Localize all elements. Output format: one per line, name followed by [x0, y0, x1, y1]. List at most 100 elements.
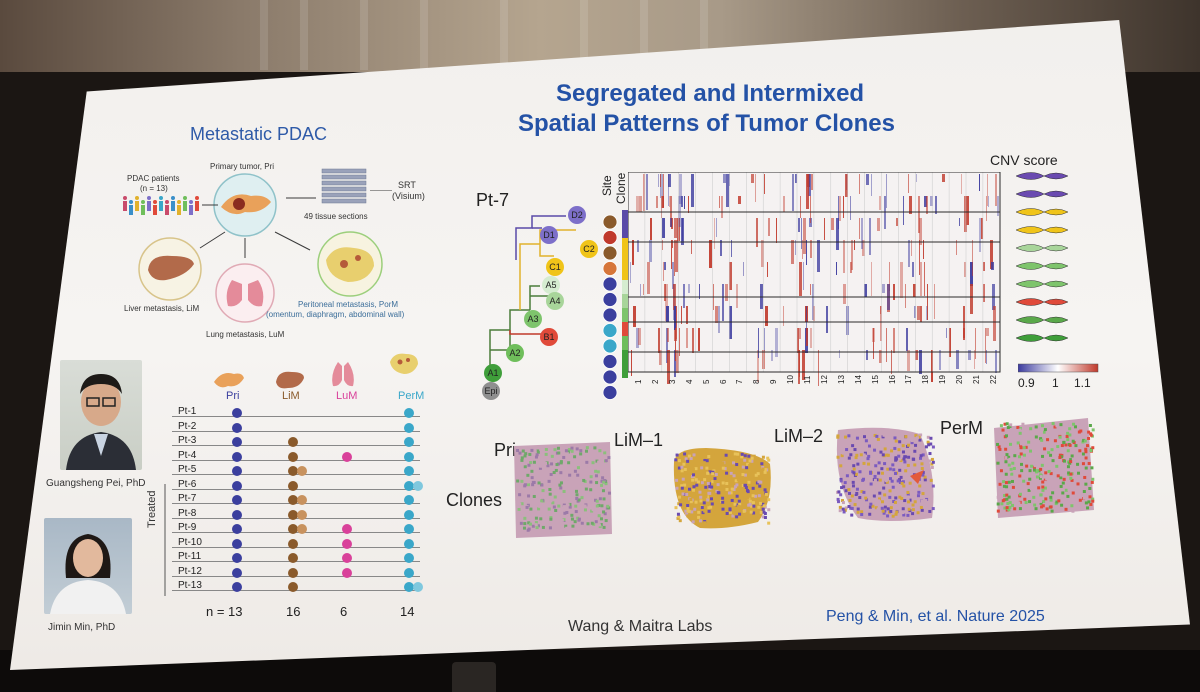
tissue-spot — [602, 448, 606, 452]
tissue-spot — [1008, 424, 1012, 428]
tissue-spot — [546, 464, 550, 468]
tissue-spot — [1037, 469, 1041, 473]
tissue-spot — [1068, 458, 1072, 462]
tissue-spot — [566, 450, 570, 454]
tissue-spot — [598, 497, 602, 501]
tissue-spot — [856, 507, 860, 511]
tissue-spot — [534, 521, 538, 525]
tissue-spot — [762, 477, 766, 481]
site-pie — [602, 214, 618, 230]
tissue-spot — [927, 443, 931, 447]
column-total: 6 — [340, 604, 348, 619]
tissue-spot — [756, 517, 760, 521]
tissue-spot — [1003, 431, 1007, 435]
tissue-spot — [1055, 500, 1059, 504]
tissue-spot — [523, 522, 527, 526]
tissue-spot — [880, 506, 884, 510]
tissue-spot — [1034, 507, 1038, 511]
cnv-cell — [915, 350, 918, 360]
lim-organ-icon — [276, 371, 304, 389]
tissue-spot — [1016, 426, 1020, 430]
cnv-cell — [709, 240, 712, 268]
tissue-spot — [861, 482, 865, 486]
tissue-spot — [1043, 480, 1047, 484]
tissue-spot — [538, 466, 542, 470]
tissue-spot — [583, 508, 587, 512]
tissue-spot — [751, 494, 755, 498]
tissue-spot — [1007, 455, 1011, 459]
tissue-spot — [721, 496, 725, 500]
cnv-cell — [649, 240, 652, 262]
tissue-spot — [1038, 476, 1042, 480]
cnv-cell — [810, 240, 812, 258]
tissue-spot — [529, 452, 533, 456]
tissue-spot — [872, 444, 876, 448]
site-dot — [297, 524, 307, 534]
tissue-spot — [883, 462, 887, 466]
tissue-spot — [873, 448, 877, 452]
cnv-cell — [643, 284, 644, 295]
tissue-spot — [1091, 477, 1095, 481]
tissue-spot — [1039, 475, 1043, 479]
tissue-spot — [1049, 498, 1053, 502]
tissue-spot — [517, 521, 521, 525]
tissue-spot — [763, 470, 767, 474]
tissue-spot — [602, 480, 606, 484]
tissue-spot — [839, 493, 843, 497]
tissue-spot — [1020, 469, 1024, 473]
cnv-heatmap — [628, 172, 1001, 386]
cnv-cell — [716, 218, 717, 237]
tissue-spot — [1008, 501, 1012, 505]
tissue-spot — [1002, 480, 1006, 484]
tissue-spot — [544, 452, 548, 456]
tissue-spot — [725, 487, 729, 491]
cnv-violins — [1015, 172, 1069, 342]
site-dot — [342, 524, 352, 534]
tissue-spot — [1004, 447, 1008, 451]
cnv-cell — [719, 196, 720, 208]
perm-organ-icon — [390, 353, 418, 374]
site-dot — [232, 480, 242, 491]
tissue-spot — [1083, 439, 1087, 443]
tissue-spot — [567, 448, 571, 452]
tissue-spot — [761, 455, 765, 459]
tissue-spot — [603, 479, 607, 483]
cnv-cell — [799, 350, 800, 377]
tissue-spot — [1004, 456, 1008, 460]
chromosome-label: 14 — [853, 375, 863, 384]
tissue-spot — [700, 466, 704, 470]
tissue-spot — [926, 440, 930, 444]
tissue-spot — [840, 486, 844, 490]
tissue-spot — [1004, 468, 1008, 472]
cnv-cell — [924, 262, 925, 296]
cnv-cell — [836, 218, 839, 250]
tissue-spot — [678, 519, 682, 523]
author-name-pei: Guangsheng Pei, PhD — [46, 478, 146, 489]
tissue-spot — [908, 498, 912, 502]
tissue-spot — [565, 510, 569, 514]
tissue-spot — [868, 505, 872, 509]
tissue-spot — [534, 516, 538, 520]
tissue-spot — [553, 448, 557, 452]
tissue-spot — [1040, 424, 1044, 428]
tissue-spot — [1082, 490, 1086, 494]
tissue-spot — [880, 467, 884, 471]
tissue-spot — [680, 469, 684, 473]
tissue-spot — [896, 484, 900, 488]
tissue-spot — [917, 435, 921, 439]
tissue-spot — [694, 500, 698, 504]
tissue-spot — [767, 498, 771, 502]
liver-label: Liver metastasis, LiM — [124, 304, 200, 313]
clone-bar — [622, 336, 628, 350]
site-pie — [602, 292, 618, 307]
tissue-spot — [1059, 473, 1063, 477]
tissue-spot — [723, 467, 727, 471]
cnv-cell — [918, 196, 920, 233]
site-dot — [288, 582, 298, 592]
tissue-spot — [604, 482, 608, 486]
tissue-spot — [886, 514, 890, 518]
tissue-spot — [556, 446, 560, 450]
lung-label: Lung metastasis, LuM — [206, 330, 285, 339]
tissue-spot — [913, 463, 917, 467]
cnv-cell — [800, 196, 801, 218]
